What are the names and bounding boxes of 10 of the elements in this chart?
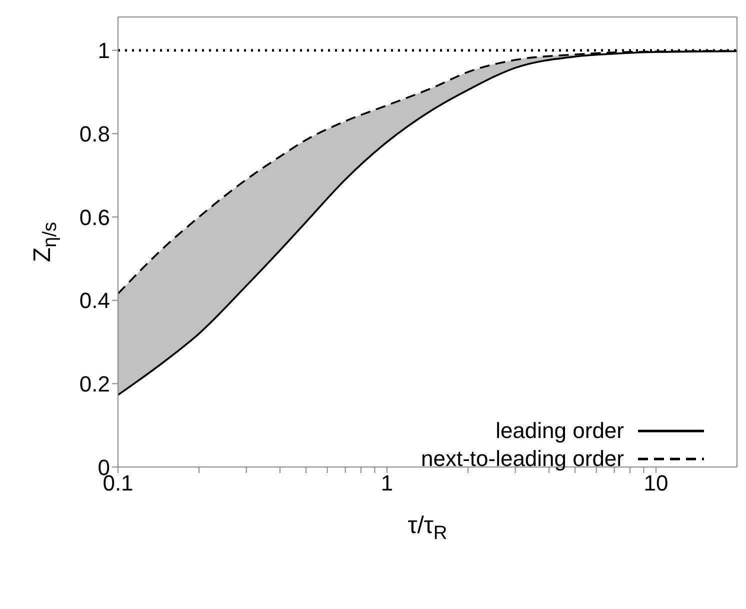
y-tick-label: 1 — [98, 38, 110, 64]
legend-label: leading order — [496, 417, 624, 445]
x-axis-title: τ/τ$_{R}$ — [408, 512, 448, 544]
y-tick-label: 0.6 — [79, 204, 110, 230]
y-tick-label: 0.8 — [79, 121, 110, 146]
y-tick-label: 0.2 — [79, 371, 110, 396]
x-tick-label: 10 — [644, 470, 668, 496]
x-tick-label: 1 — [380, 470, 394, 496]
y-tick-label: 0.4 — [79, 288, 110, 314]
legend-label: next-to-leading order — [420, 445, 624, 473]
